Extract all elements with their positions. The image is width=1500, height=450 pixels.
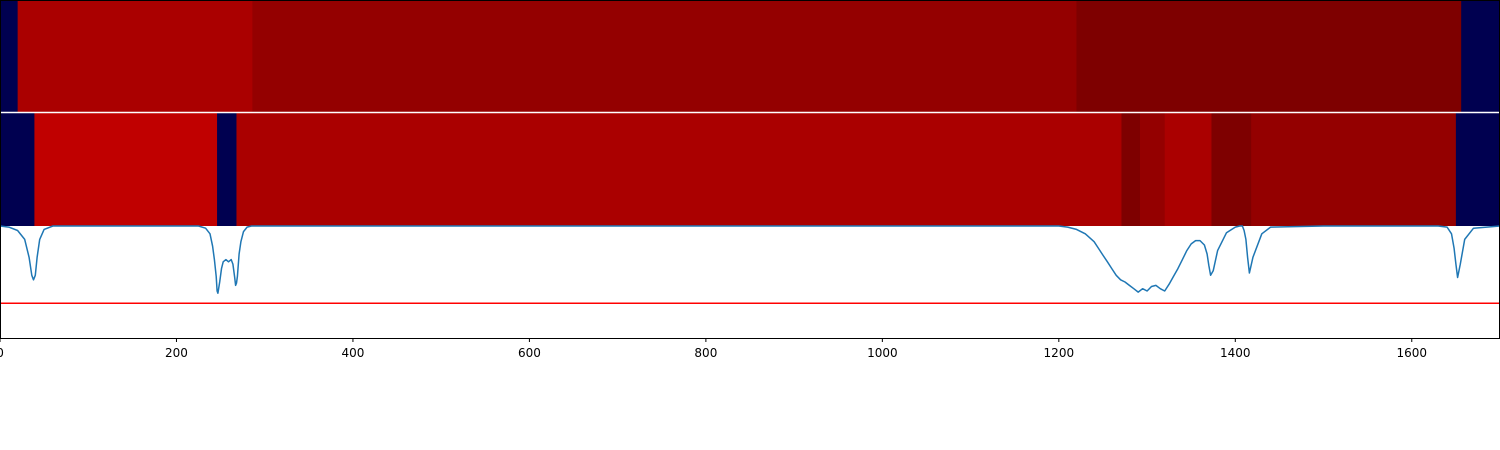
- x-axis: 0 200 400 600 800 1000 1200 1400 1600: [0, 338, 1427, 360]
- heatmap-segment: [1461, 0, 1500, 113]
- x-tick-label: 0: [0, 346, 4, 360]
- line-panel-background: [0, 226, 1500, 338]
- x-tick-label: 800: [694, 346, 717, 360]
- x-tick-label: 1200: [1044, 346, 1075, 360]
- heatmap-segment: [217, 113, 237, 226]
- heatmap-segment: [17, 0, 253, 113]
- heatmap-segment: [236, 113, 1122, 226]
- heatmap-segment: [1251, 113, 1457, 226]
- heatmap-row-top: [0, 0, 1500, 113]
- heatmap-segment: [1076, 0, 1462, 113]
- heatmap-segment: [34, 113, 218, 226]
- heatmap-segment: [1140, 113, 1166, 226]
- heatmap-segment: [0, 0, 19, 113]
- heatmap-segment: [1455, 113, 1500, 226]
- heatmap-segment: [1211, 113, 1252, 226]
- heatmap-segment: [0, 113, 35, 226]
- x-tick-label: 1400: [1220, 346, 1251, 360]
- heatmap-segment: [252, 0, 1077, 113]
- x-tick-label: 600: [518, 346, 541, 360]
- x-tick-label: 1600: [1396, 346, 1427, 360]
- x-tick-label: 1000: [867, 346, 898, 360]
- x-tick-label: 200: [165, 346, 188, 360]
- line-series: [0, 225, 1500, 294]
- heatmap-segment: [1121, 113, 1141, 226]
- heatmap-row-bottom: [0, 113, 1500, 226]
- heatmap-segment: [1164, 113, 1212, 226]
- line-panel: [0, 225, 1500, 338]
- x-tick-label: 400: [341, 346, 364, 360]
